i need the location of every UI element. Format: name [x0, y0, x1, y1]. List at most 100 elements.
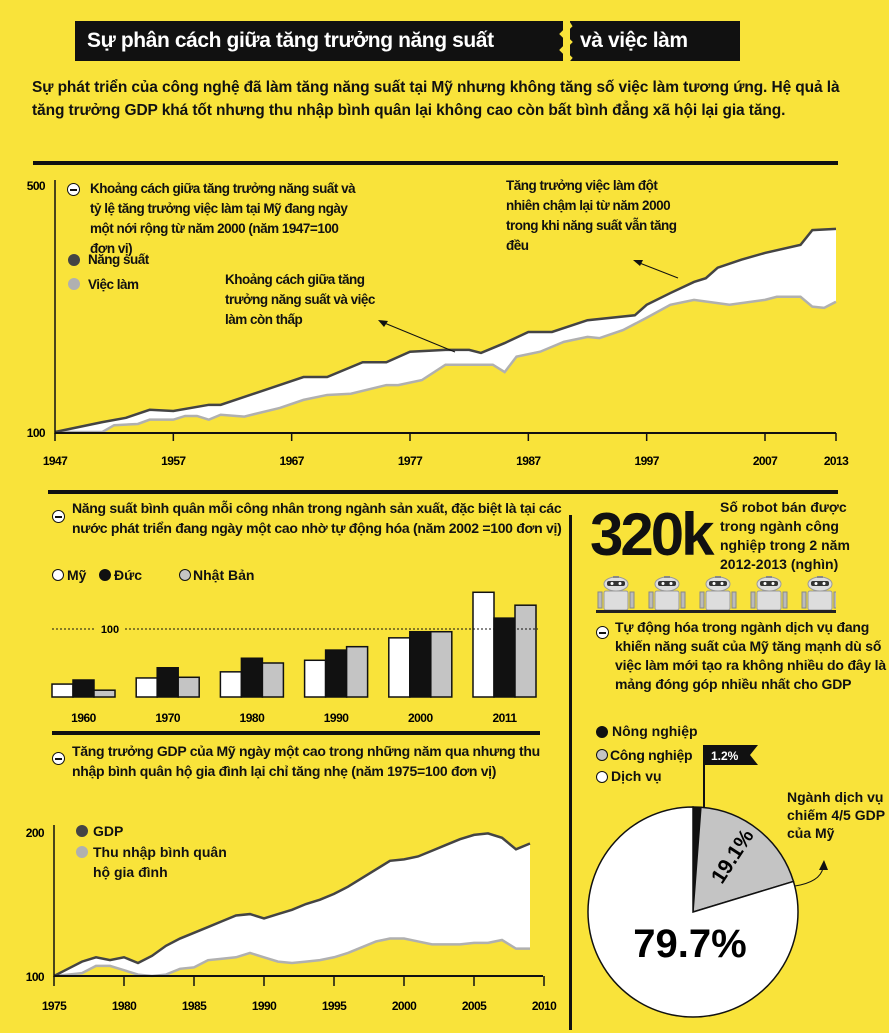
- bar-Mỹ-2000: [388, 637, 411, 698]
- legend-dot-agriculture: [596, 726, 608, 738]
- x-tick-label: 1957: [161, 454, 186, 468]
- flag: [705, 745, 758, 765]
- legend-income: Thu nhập bình quân hộ gia đình: [93, 844, 227, 880]
- vertical-divider: [569, 515, 572, 1030]
- legend-dot-gdp: [76, 825, 88, 837]
- bar-Đức-1960: [72, 679, 95, 698]
- legend-germany: Đức: [114, 567, 143, 583]
- legend-services: Dịch vụ: [611, 768, 662, 784]
- bar-Đức-2011: [493, 617, 516, 698]
- collapse-icon: [52, 510, 65, 523]
- legend-industry: Công nghiệp: [610, 747, 693, 763]
- robot-row-graphic: [596, 576, 839, 613]
- x-tick-label: 1977: [398, 454, 423, 468]
- bar-Mỹ-2011: [472, 591, 495, 698]
- collapse-icon: [67, 183, 80, 196]
- legend-dot-industry: [596, 749, 608, 761]
- bar-Mỹ-1980: [219, 671, 243, 698]
- bar-Mỹ-1960: [51, 683, 74, 698]
- legend-productivity: Năng suất: [88, 252, 149, 267]
- arrowhead: [633, 260, 643, 266]
- income-line: [53, 937, 530, 978]
- x-tick-label: 2010: [532, 999, 557, 1013]
- legend-dot-germany: [99, 569, 111, 581]
- robot-icon: [750, 576, 788, 611]
- arrow-line: [636, 261, 679, 279]
- bar-Đức-2000: [409, 630, 432, 698]
- bar-Đức-1970: [156, 667, 179, 698]
- chart2-title: Năng suất bình quân mỗi công nhân trong …: [72, 500, 562, 536]
- legend-dot-income: [76, 846, 88, 858]
- reference-label: 100: [101, 624, 119, 636]
- collapse-icon: [52, 752, 65, 765]
- arrow-line: [794, 867, 824, 887]
- title-part-1: Sự phân cách giữa tăng trưởng năng suất: [75, 21, 563, 61]
- bar-Nhật Bản-1980: [261, 662, 285, 698]
- category-label: 1960: [71, 711, 97, 725]
- divider: [52, 731, 540, 735]
- x-tick-label: 1947: [43, 454, 68, 468]
- arrowhead: [819, 860, 828, 870]
- chart3-title: Tăng trưởng GDP của Mỹ ngày một cao tron…: [72, 743, 540, 779]
- bar-Mỹ-1990: [303, 659, 327, 698]
- bar-Nhật Bản-2000: [430, 630, 453, 698]
- legend-dot-japan: [179, 569, 191, 581]
- robot-caption: Số robot bán được trong ngành công nghiệ…: [720, 499, 850, 572]
- legend-agriculture: Nông nghiệp: [612, 723, 698, 739]
- divider: [33, 161, 838, 165]
- chart1-title: Khoảng cách giữa tăng trưởng năng suất v…: [90, 181, 356, 256]
- pie-slice-Công nghiệp: [692, 806, 795, 914]
- bar-Đức-1990: [324, 649, 348, 698]
- legend-us: Mỹ: [67, 567, 87, 583]
- x-tick-label: 1997: [635, 454, 660, 468]
- bar-Nhật Bản-1970: [177, 676, 200, 698]
- x-tick-label: 2007: [753, 454, 778, 468]
- label-agriculture: 1.2%: [711, 749, 739, 763]
- y-tick-label: 200: [26, 826, 45, 840]
- x-tick-label: 2000: [392, 999, 417, 1013]
- category-label: 1990: [324, 711, 350, 725]
- robot-icon: [648, 576, 686, 611]
- category-label: 2000: [408, 711, 434, 725]
- gap-area: [54, 833, 530, 976]
- category-label: 2011: [492, 711, 517, 725]
- legend-dot-productivity: [68, 254, 80, 266]
- category-label: 1980: [240, 711, 266, 725]
- x-tick-label: 1967: [280, 454, 305, 468]
- arrowhead: [378, 320, 388, 327]
- employment-line: [55, 295, 837, 434]
- x-tick-label: 1990: [252, 999, 277, 1013]
- legend-gdp: GDP: [93, 823, 124, 839]
- x-tick-label: 1985: [182, 999, 207, 1013]
- pie-slice-Dịch vụ: [587, 806, 799, 1018]
- x-tick-label: 1987: [516, 454, 541, 468]
- gdp-line: [53, 832, 531, 978]
- robot-icon: [699, 576, 737, 611]
- category-label: 1970: [155, 711, 181, 725]
- legend-japan: Nhật Bản: [193, 567, 255, 583]
- annotation-services: Ngành dịch vụ chiếm 4/5 GDP của Mỹ: [787, 789, 885, 841]
- bar-Nhật Bản-2011: [514, 604, 537, 698]
- y-tick-label: 500: [27, 179, 46, 193]
- legend-dot-services: [596, 771, 608, 783]
- chart4-title: Tự động hóa trong ngành dịch vụ đang khi…: [615, 619, 886, 692]
- y-tick-label: 100: [27, 426, 46, 440]
- x-tick-label: 2005: [462, 999, 487, 1013]
- divider: [48, 490, 838, 494]
- annotation-slowdown: Tăng trưởng việc làm đột nhiên chậm lại …: [506, 178, 677, 253]
- bar-Nhật Bản-1960: [93, 689, 116, 698]
- legend-employment: Việc làm: [88, 277, 139, 292]
- bar-Nhật Bản-1990: [345, 645, 369, 698]
- legend-dot-us: [52, 569, 64, 581]
- productivity-line: [54, 227, 837, 434]
- intro-text: Sự phát triển của công nghệ đã làm tăng …: [32, 79, 840, 119]
- legend-dot-employment: [68, 278, 80, 290]
- label-services: 79.7%: [633, 922, 746, 966]
- arrow-line: [381, 321, 456, 353]
- title-part-2: và việc làm: [570, 21, 740, 61]
- robot-count: 320k: [590, 501, 714, 568]
- x-tick-label: 1980: [112, 999, 137, 1013]
- gap-area: [55, 228, 836, 432]
